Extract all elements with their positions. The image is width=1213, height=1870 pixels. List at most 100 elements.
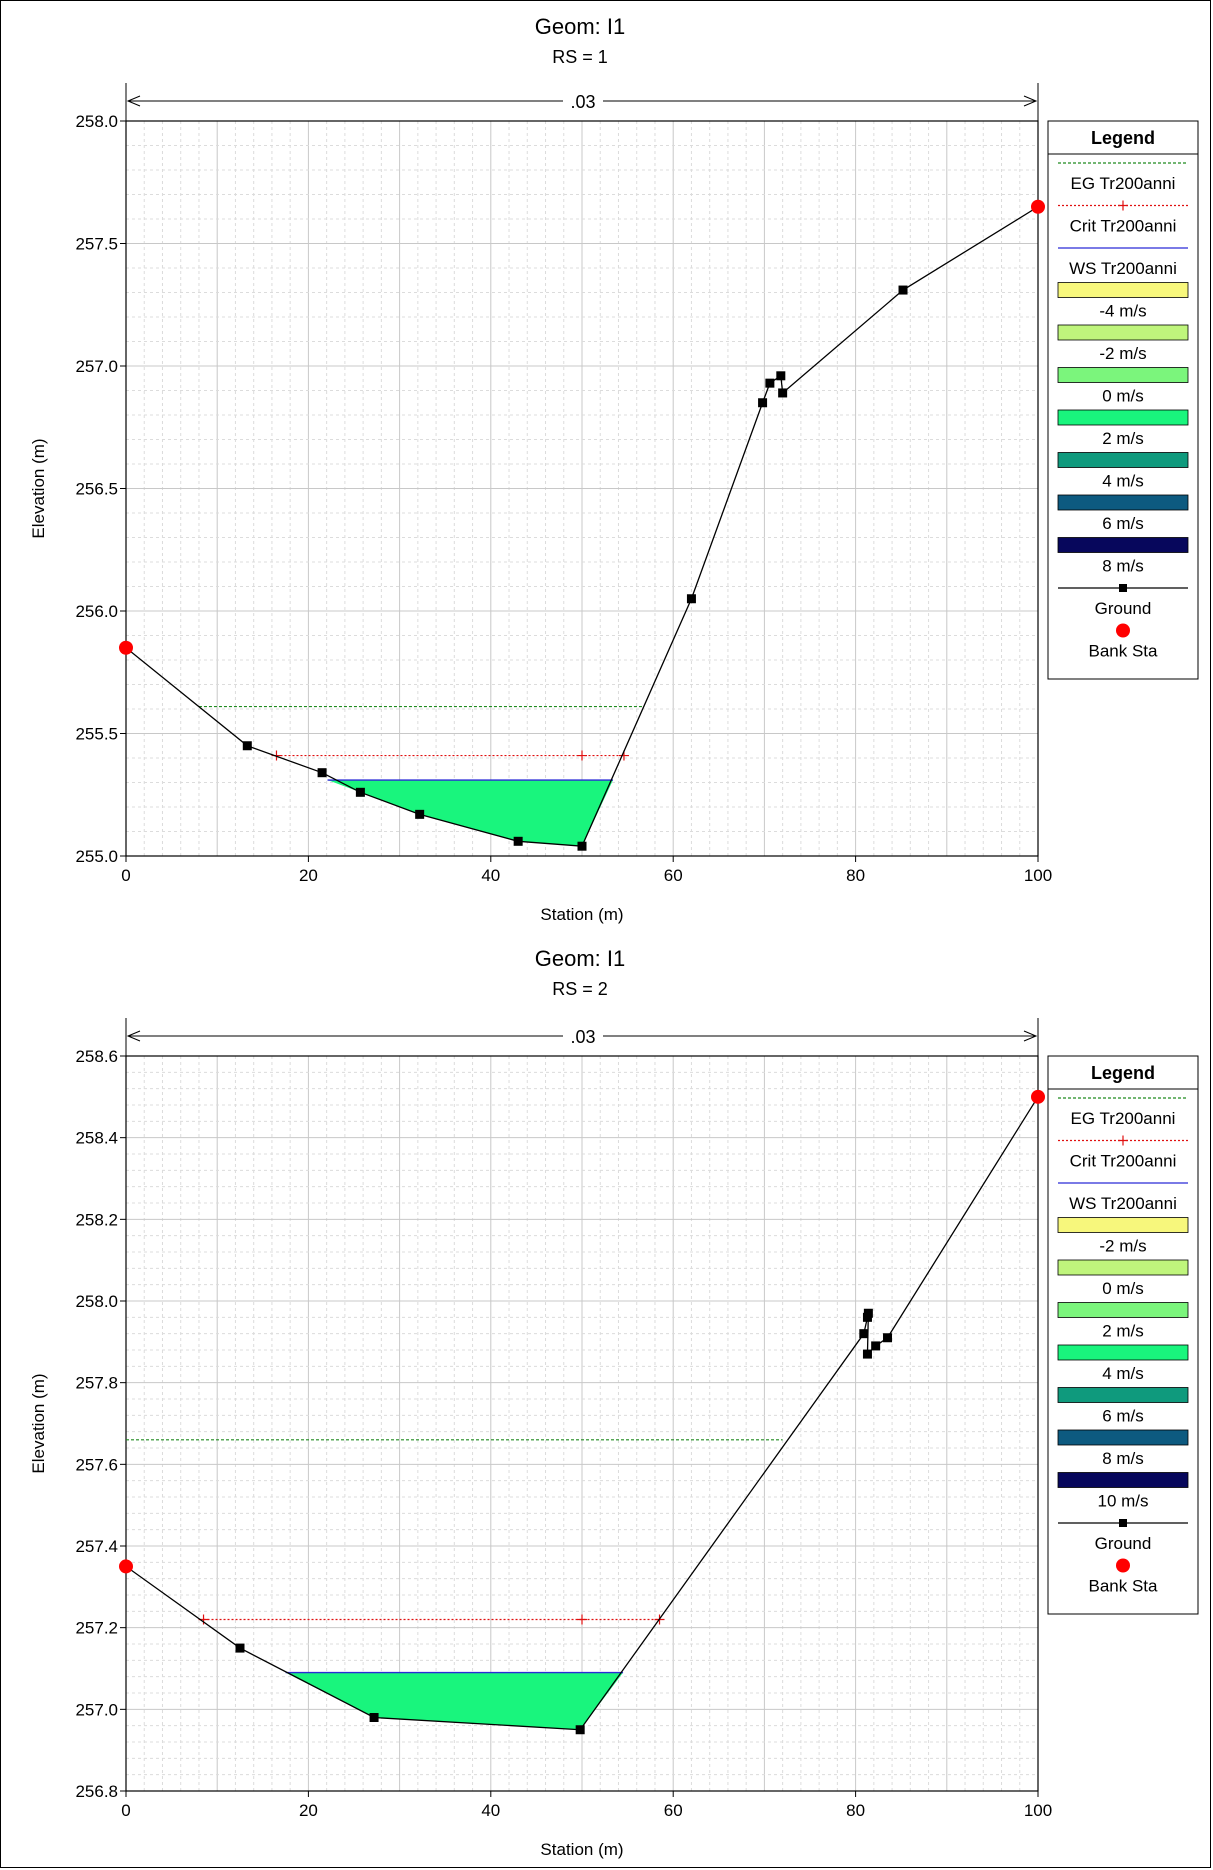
legend-crit-plus-icon bbox=[1118, 1135, 1128, 1146]
legend-label: 2 m/s bbox=[1102, 429, 1144, 448]
plot-area bbox=[125, 1055, 1039, 1792]
y-tick-label: 258.6 bbox=[75, 1047, 118, 1066]
legend-label: Bank Sta bbox=[1089, 642, 1159, 661]
y-tick-label: 257.0 bbox=[75, 1700, 118, 1719]
grid bbox=[125, 120, 1039, 857]
legend-label: EG Tr200anni bbox=[1071, 1109, 1176, 1128]
x-tick-label: 20 bbox=[299, 866, 318, 885]
ground-point bbox=[686, 594, 696, 604]
ground-point bbox=[317, 768, 327, 778]
ground-point bbox=[577, 841, 587, 851]
x-tick-label: 40 bbox=[481, 1801, 500, 1820]
ground-point bbox=[776, 371, 786, 381]
chart-panel-2: Geom: I1 RS = 2 .03 0 20 40 60 80 100 256.8 257.0 2… bbox=[29, 946, 1199, 1859]
y-tick-label: 256.8 bbox=[75, 1782, 118, 1801]
legend-label: Ground bbox=[1095, 1534, 1152, 1553]
legend-swatch-velocity bbox=[1057, 1344, 1189, 1361]
legend-label: Crit Tr200anni bbox=[1070, 1152, 1177, 1171]
x-tick-label: 0 bbox=[121, 1801, 130, 1820]
x-tick-label: 80 bbox=[846, 866, 865, 885]
ground-point bbox=[898, 285, 908, 295]
y-tick-label: 257.2 bbox=[75, 1619, 118, 1638]
legend-crit-plus-icon bbox=[1118, 200, 1128, 211]
x-tick-label: 20 bbox=[299, 1801, 318, 1820]
y-axis-label: Elevation (m) bbox=[29, 438, 48, 538]
water-fill bbox=[285, 1672, 624, 1730]
legend-swatch-velocity bbox=[1057, 494, 1189, 511]
chart-subtitle: RS = 1 bbox=[552, 47, 608, 67]
y-tick-label: 255.0 bbox=[75, 847, 118, 866]
legend-label: 0 m/s bbox=[1102, 387, 1144, 406]
ground-point bbox=[758, 398, 768, 408]
legend: Legend EG Tr200anni Crit Tr200anni WS Tr200… bbox=[1047, 1055, 1199, 1615]
ground-point bbox=[369, 1713, 379, 1722]
legend-swatch-velocity bbox=[1057, 1217, 1189, 1233]
ground-point bbox=[242, 741, 252, 751]
legend-title: Legend bbox=[1091, 1063, 1155, 1083]
legend-label: -4 m/s bbox=[1099, 302, 1146, 321]
x-tick-label: 100 bbox=[1024, 866, 1052, 885]
crit-point bbox=[577, 1614, 587, 1625]
legend-label: -2 m/s bbox=[1099, 1237, 1146, 1256]
ground-point bbox=[355, 787, 365, 797]
arrowhead-left-icon bbox=[126, 1030, 141, 1042]
legend-label: 10 m/s bbox=[1097, 1492, 1148, 1511]
ground-point bbox=[235, 1643, 245, 1653]
legend-label: EG Tr200anni bbox=[1071, 174, 1176, 193]
arrowhead-left-icon bbox=[126, 95, 141, 107]
legend-label: Crit Tr200anni bbox=[1070, 217, 1177, 236]
ground-point bbox=[513, 836, 523, 846]
x-tick-label: 60 bbox=[664, 866, 683, 885]
x-tick-label: 80 bbox=[846, 1801, 865, 1820]
bank-sta-point bbox=[119, 640, 133, 655]
y-tick-label: 258.4 bbox=[75, 1129, 118, 1148]
y-tick-label: 257.8 bbox=[75, 1374, 118, 1393]
arrowhead-right-icon bbox=[1023, 1030, 1038, 1042]
x-axis-label: Station (m) bbox=[540, 905, 623, 924]
legend-label: -2 m/s bbox=[1099, 344, 1146, 363]
arrowhead-right-icon bbox=[1023, 95, 1038, 107]
ground-point bbox=[871, 1341, 881, 1351]
legend-label: WS Tr200anni bbox=[1069, 259, 1177, 278]
ground-point bbox=[863, 1308, 873, 1318]
legend-swatch-velocity bbox=[1057, 1387, 1189, 1403]
ground-point bbox=[765, 378, 775, 388]
legend: Legend EG Tr200anni Crit Tr200anni WS Tr200… bbox=[1047, 120, 1199, 680]
legend-ground-square-icon bbox=[1119, 584, 1127, 592]
legend-bank-circle-icon bbox=[1116, 1558, 1130, 1573]
chart-subtitle: RS = 2 bbox=[552, 979, 608, 999]
legend-label: 6 m/s bbox=[1102, 514, 1144, 533]
x-tick-label: 60 bbox=[664, 1801, 683, 1820]
y-tick-label: 258.0 bbox=[75, 112, 118, 131]
y-tick-label: 258.2 bbox=[75, 1210, 118, 1229]
ground-point bbox=[859, 1329, 869, 1339]
x-tick-label: 0 bbox=[121, 866, 130, 885]
legend-label: 0 m/s bbox=[1102, 1279, 1144, 1298]
legend-label: WS Tr200anni bbox=[1069, 1194, 1177, 1213]
legend-label: 4 m/s bbox=[1102, 1364, 1144, 1383]
legend-swatch-velocity bbox=[1057, 1259, 1189, 1276]
water-fill bbox=[327, 780, 614, 847]
legend-swatch-velocity bbox=[1057, 452, 1189, 468]
legend-swatch-velocity bbox=[1057, 409, 1189, 426]
ground-point bbox=[415, 809, 425, 819]
legend-swatch-velocity bbox=[1057, 1302, 1189, 1318]
y-tick-label: 257.6 bbox=[75, 1455, 118, 1474]
legend-label: 2 m/s bbox=[1102, 1322, 1144, 1341]
ground-point bbox=[883, 1333, 893, 1343]
legend-label: 8 m/s bbox=[1102, 557, 1144, 576]
legend-label: Ground bbox=[1095, 599, 1152, 618]
manning-label: .03 bbox=[570, 92, 595, 112]
legend-label: 8 m/s bbox=[1102, 1449, 1144, 1468]
manning-label: .03 bbox=[570, 1027, 595, 1047]
y-tick-label: 256.0 bbox=[75, 602, 118, 621]
x-tick-label: 100 bbox=[1024, 1801, 1052, 1820]
y-tick-label: 257.5 bbox=[75, 235, 118, 254]
chart-panel-1: Geom: I1 RS = 1 .03 0 20 40 60 80 100 255.0 255.5 2… bbox=[29, 14, 1199, 924]
legend-swatch-velocity bbox=[1057, 282, 1189, 298]
legend-label: Bank Sta bbox=[1089, 1577, 1159, 1596]
y-tick-label: 255.5 bbox=[75, 725, 118, 744]
legend-label: 4 m/s bbox=[1102, 472, 1144, 491]
